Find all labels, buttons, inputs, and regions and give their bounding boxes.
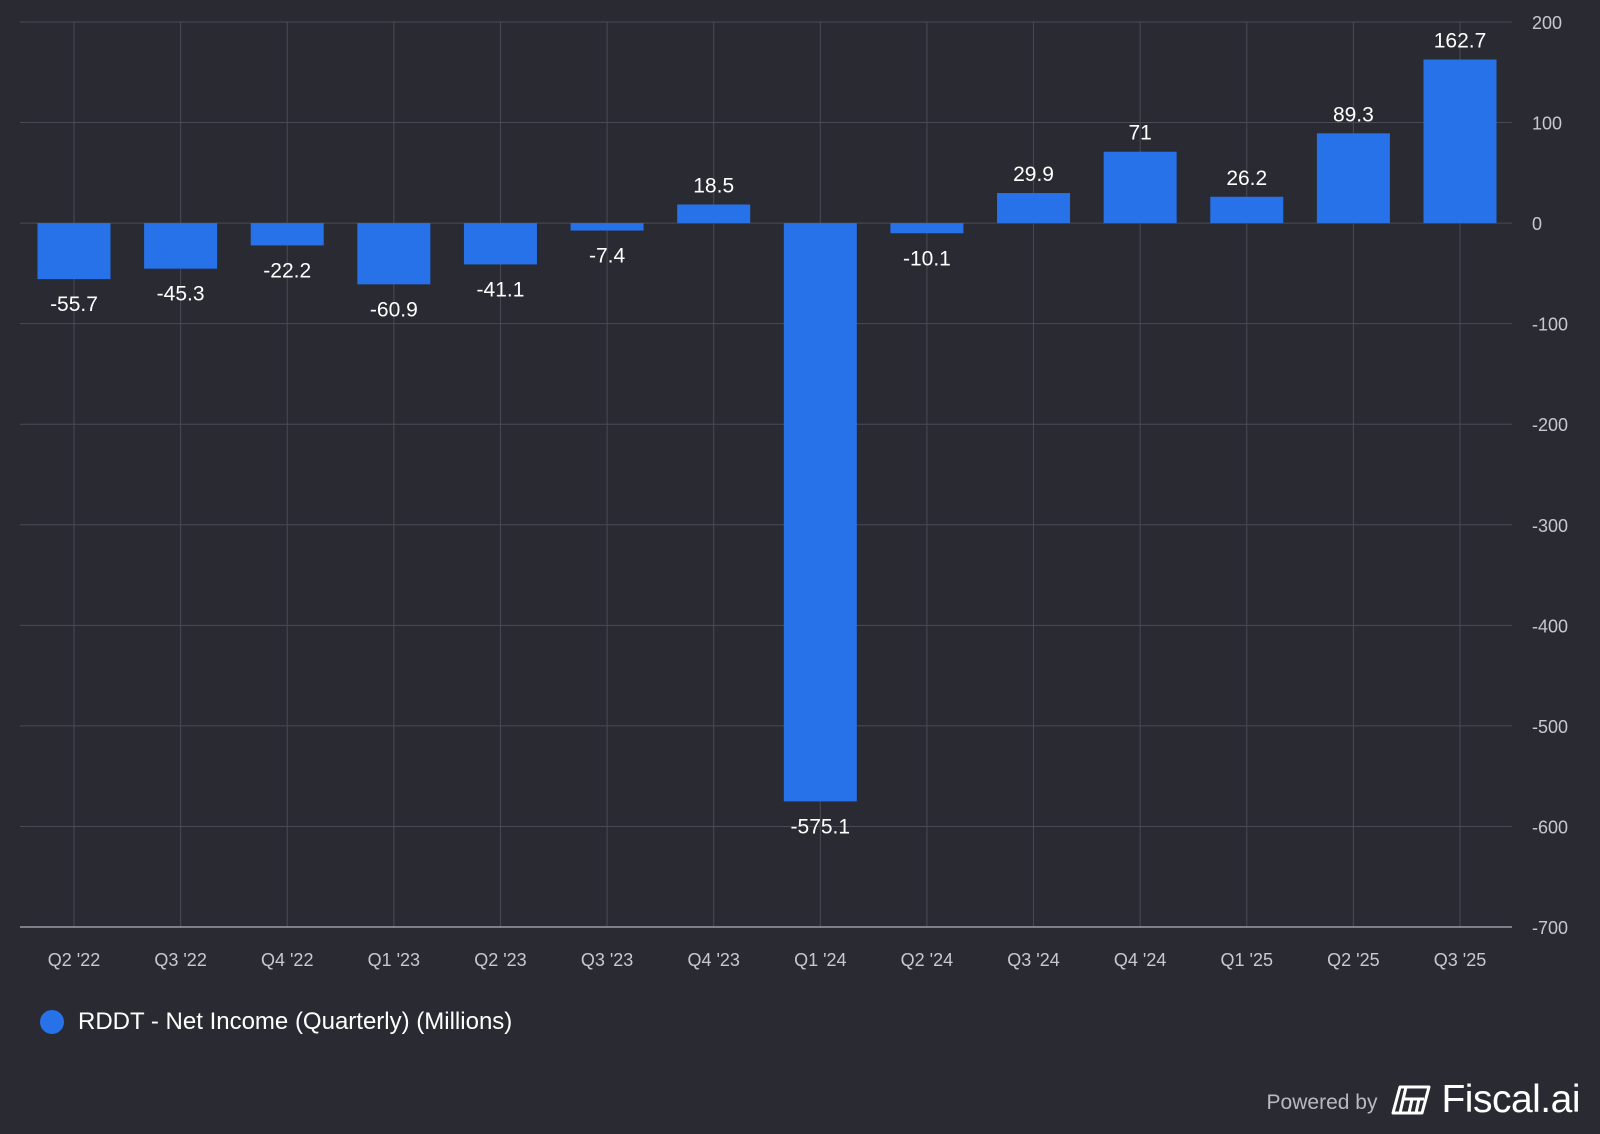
y-tick-label: -300 (1532, 516, 1568, 536)
data-label: -55.7 (50, 293, 98, 316)
brand-name: Fiscal.ai (1441, 1078, 1580, 1121)
x-tick-label: Q3 '24 (1007, 950, 1059, 970)
y-tick-label: -500 (1532, 717, 1568, 737)
bar[interactable] (1103, 151, 1177, 224)
y-tick-label: -700 (1532, 918, 1568, 938)
powered-by-text: Powered by (1266, 1091, 1378, 1114)
bar[interactable] (783, 223, 857, 802)
x-tick-label: Q2 '25 (1327, 950, 1379, 970)
x-tick-label: Q4 '24 (1114, 950, 1166, 970)
y-tick-label: 100 (1532, 114, 1562, 134)
fiscal-ai-logo-icon (1391, 1085, 1431, 1115)
data-label: 29.9 (1013, 163, 1054, 186)
data-label: -575.1 (791, 815, 851, 838)
x-tick-label: Q1 '23 (368, 950, 420, 970)
y-tick-label: -200 (1532, 415, 1568, 435)
legend[interactable]: RDDT - Net Income (Quarterly) (Millions) (40, 1008, 512, 1036)
x-tick-label: Q2 '23 (474, 950, 526, 970)
data-label: -10.1 (903, 247, 951, 270)
data-label: -7.4 (589, 245, 626, 268)
bar[interactable] (997, 193, 1071, 224)
data-label: -45.3 (157, 283, 205, 306)
data-label: 18.5 (693, 175, 734, 198)
x-tick-label: Q2 '24 (901, 950, 953, 970)
bar[interactable] (37, 223, 111, 280)
bar-chart: 200 100 0 -100 -200 -300 -400 -500 -600 -700 -55.7… (20, 13, 1568, 970)
data-label: 162.7 (1434, 30, 1487, 53)
y-tick-label: -100 (1532, 315, 1568, 335)
bar[interactable] (890, 223, 964, 234)
data-label: 26.2 (1226, 167, 1267, 190)
x-tick-label: Q3 '25 (1434, 950, 1486, 970)
x-tick-label: Q1 '25 (1221, 950, 1273, 970)
bar[interactable] (1210, 196, 1284, 224)
y-tick-label: 200 (1532, 13, 1562, 33)
bar[interactable] (1423, 59, 1497, 224)
data-label: 89.3 (1333, 103, 1374, 126)
branding[interactable]: Powered by Fiscal.ai (1266, 1078, 1581, 1122)
x-tick-label: Q3 '22 (154, 950, 206, 970)
bar[interactable] (357, 223, 431, 285)
data-label: -41.1 (477, 278, 525, 301)
x-tick-label: Q3 '23 (581, 950, 633, 970)
legend-swatch (40, 1010, 64, 1034)
x-tick-label: Q4 '22 (261, 950, 313, 970)
data-label: -22.2 (263, 259, 311, 282)
bar[interactable] (250, 223, 324, 246)
bar[interactable] (677, 204, 751, 224)
bar[interactable] (463, 223, 537, 265)
data-label: 71 (1128, 122, 1151, 145)
data-label: -60.9 (370, 298, 418, 321)
bar[interactable] (1316, 133, 1390, 224)
y-tick-label: 0 (1532, 214, 1542, 234)
x-tick-label: Q2 '22 (48, 950, 100, 970)
bar[interactable] (570, 223, 644, 231)
x-tick-label: Q4 '23 (687, 950, 739, 970)
bar[interactable] (144, 223, 218, 269)
x-tick-label: Q1 '24 (794, 950, 846, 970)
y-tick-label: -400 (1532, 616, 1568, 636)
legend-label: RDDT - Net Income (Quarterly) (Millions) (78, 1008, 513, 1035)
y-tick-label: -600 (1532, 817, 1568, 837)
